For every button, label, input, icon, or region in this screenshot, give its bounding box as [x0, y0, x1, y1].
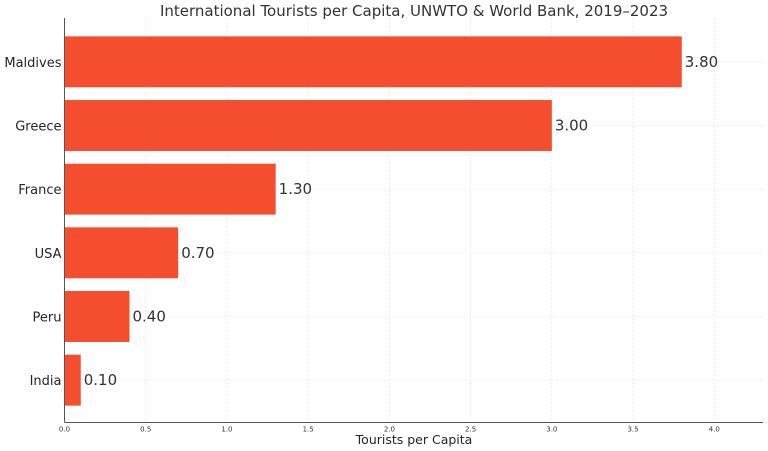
y-tick-label: USA: [35, 247, 62, 262]
bars: [64, 36, 682, 406]
bar-usa: [64, 227, 179, 279]
x-tick-label: 0.5: [140, 426, 151, 434]
labels: 0.0 0.5 1.0 1.5 2.0 2.5 3.0 3.5 4.0 Maldives 3.80 G…: [4, 53, 719, 434]
x-tick-label: 2.0: [384, 426, 395, 434]
x-tick-label: 4.0: [709, 426, 720, 434]
y-tick-label: Maldives: [4, 56, 61, 71]
bar-france: [64, 163, 276, 215]
bar-maldives: [64, 36, 682, 88]
y-tick-label: Peru: [33, 311, 62, 326]
x-tick-label: 2.5: [465, 426, 476, 434]
x-tick-label: 1.5: [303, 426, 314, 434]
bar-greece: [64, 100, 552, 151]
bar-value-label: 0.70: [181, 244, 214, 262]
bar-value-label: 3.00: [555, 117, 588, 135]
bar-value-label: 1.30: [279, 180, 312, 198]
x-tick-label: 3.0: [546, 426, 557, 434]
chart-title: International Tourists per Capita, UNWTO…: [160, 2, 668, 20]
x-tick-label: 3.5: [627, 426, 638, 434]
y-tick-label: France: [18, 183, 61, 198]
x-tick-label: 0.0: [59, 426, 70, 434]
bar-peru: [64, 291, 130, 342]
bar-india: [64, 354, 81, 406]
y-tick-label: India: [30, 374, 62, 389]
x-axis-label: Tourists per Capita: [355, 432, 473, 447]
bar-value-label: 0.10: [84, 371, 117, 389]
bar-value-label: 0.40: [132, 308, 165, 326]
bar-value-label: 3.80: [685, 53, 718, 71]
y-tick-label: Greece: [15, 120, 61, 135]
x-tick-label: 1.0: [221, 426, 232, 434]
